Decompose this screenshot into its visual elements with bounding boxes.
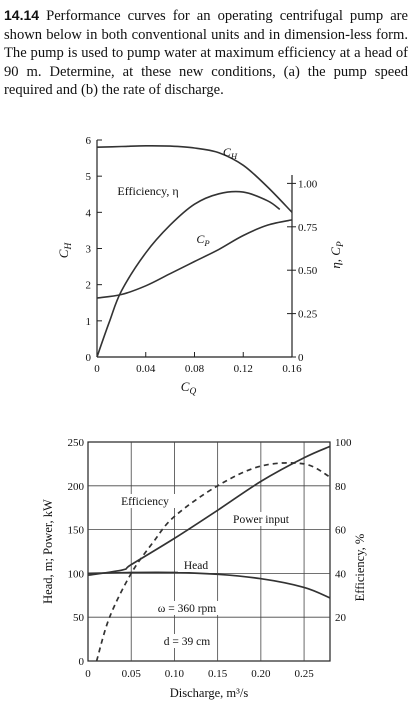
y-right-tick-label: 0 bbox=[298, 352, 304, 364]
y-left-tick-label: 250 bbox=[68, 437, 85, 449]
series-power-input-line bbox=[87, 445, 331, 577]
y-right-tick-label: 0.25 bbox=[298, 309, 318, 321]
annotation-speed-backing bbox=[155, 601, 219, 615]
y-left-tick-label: 200 bbox=[68, 481, 85, 493]
y-left-tick-label: 6 bbox=[86, 135, 92, 147]
y-right-tick-label: 60 bbox=[335, 525, 347, 537]
annotation-power-input: Power input bbox=[233, 514, 290, 526]
y-left-tick-label: 150 bbox=[68, 525, 85, 537]
x-tick-label: 0.05 bbox=[122, 668, 142, 680]
annotation-diameter-backing bbox=[158, 634, 216, 648]
y-right-tick-label: 1.00 bbox=[298, 178, 318, 190]
annotation-efficiency: Efficiency bbox=[121, 496, 169, 508]
y-right-axis-label: η, CP bbox=[328, 241, 346, 269]
plot-frame bbox=[87, 441, 331, 662]
series-ch-line bbox=[96, 144, 293, 213]
y-right-tick-label: 20 bbox=[335, 612, 347, 624]
dimensionless-performance-chart: 0 1 2 3 4 5 6 0 0.25 0.50 0.75 1.00 0 0.04 0.08 0.12 0.1… bbox=[56, 135, 346, 397]
y-right-tick-label: 0.75 bbox=[298, 222, 318, 234]
y-left-tick-label: 3 bbox=[86, 244, 92, 256]
x-tick-label: 0.16 bbox=[282, 363, 302, 375]
series-efficiency-line bbox=[96, 190, 281, 358]
x-tick-label: 0.12 bbox=[234, 363, 253, 375]
series-efficiency-line bbox=[95, 461, 331, 662]
y-left-axis-label: CH bbox=[56, 242, 74, 259]
annotation-efficiency-backing bbox=[114, 494, 176, 508]
y-left-tick-label: 4 bbox=[86, 207, 92, 219]
annotation-head: Head bbox=[184, 560, 209, 572]
problem-body: Performance curves for an operating cent… bbox=[4, 8, 409, 99]
y-left-tick-label: 5 bbox=[86, 171, 92, 183]
x-tick-label: 0.20 bbox=[251, 668, 271, 680]
problem-statement: 14.14 Performance curves for an operatin… bbox=[4, 6, 408, 100]
series-cp-line bbox=[96, 219, 293, 299]
y-left-tick-label: 50 bbox=[73, 612, 85, 624]
x-axis-label: Discharge, m³/s bbox=[170, 686, 249, 700]
annotation-diameter: d = 39 cm bbox=[164, 636, 210, 648]
y-right-tick-label: 40 bbox=[335, 568, 347, 580]
y-left-tick-label: 100 bbox=[68, 568, 85, 580]
y-left-tick-label: 0 bbox=[79, 656, 85, 668]
annotation-ch: CH bbox=[223, 145, 238, 161]
y-right-axis-label: Efficiency, % bbox=[353, 534, 367, 602]
problem-number: 14.14 bbox=[4, 7, 40, 23]
x-tick-label: 0 bbox=[94, 363, 100, 375]
x-tick-label: 0.15 bbox=[208, 668, 228, 680]
y-right-tick-label: 80 bbox=[335, 481, 347, 493]
y-right-tick-label: 0.50 bbox=[298, 265, 318, 277]
dimensional-performance-chart: 0 50 100 150 200 250 20 40 60 80 100 0 0.05 0.10 0.15 0… bbox=[41, 437, 367, 700]
annotation-cp: CP bbox=[196, 232, 210, 248]
x-tick-label: 0.25 bbox=[294, 668, 314, 680]
annotation-head-backing bbox=[178, 558, 214, 572]
y-right-tick-label: 100 bbox=[335, 437, 352, 449]
annotation-speed: ω = 360 rpm bbox=[158, 603, 217, 615]
x-axis-label: CQ bbox=[181, 379, 197, 397]
y-left-axis-label: Head, m; Power, kW bbox=[41, 499, 55, 604]
x-tick-label: 0.10 bbox=[165, 668, 185, 680]
annotation-efficiency: Efficiency, η bbox=[117, 184, 178, 198]
annotation-power-input-backing bbox=[225, 512, 297, 526]
series-head-line bbox=[87, 571, 331, 599]
x-tick-label: 0 bbox=[85, 668, 91, 680]
x-tick-label: 0.04 bbox=[136, 363, 156, 375]
y-left-tick-label: 0 bbox=[86, 352, 92, 364]
y-left-tick-label: 2 bbox=[86, 280, 92, 292]
x-tick-label: 0.08 bbox=[185, 363, 205, 375]
y-left-tick-label: 1 bbox=[86, 316, 92, 328]
